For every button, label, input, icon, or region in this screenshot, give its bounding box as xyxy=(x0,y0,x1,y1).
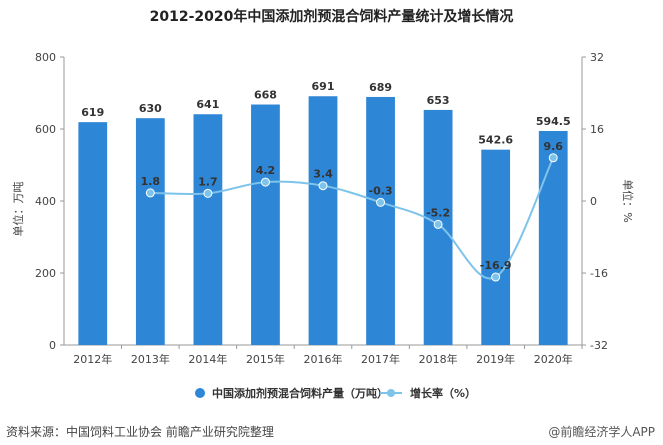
y-axis-title: 单位：万吨 xyxy=(11,182,25,237)
bar xyxy=(538,130,568,345)
growth-data-label: -5.2 xyxy=(426,206,450,219)
x-tick-label: 2017年 xyxy=(361,352,400,366)
x-tick-label: 2013年 xyxy=(131,352,170,366)
x-tick-label: 2019年 xyxy=(476,352,515,366)
watermark-text: @前瞻经济学人APP xyxy=(548,425,655,439)
y-tick-label: 600 xyxy=(35,123,56,136)
growth-data-label: -0.3 xyxy=(369,184,393,197)
bar-data-label: 668 xyxy=(254,89,277,102)
growth-point xyxy=(203,188,213,198)
y-tick-label: 800 xyxy=(35,51,56,64)
x-tick-label: 2020年 xyxy=(534,352,573,366)
y2-tick-label: 16 xyxy=(590,123,604,136)
legend-line-label: 增长率（%） xyxy=(410,386,476,400)
bar-data-label: 594.5 xyxy=(536,115,571,128)
growth-point xyxy=(145,188,155,198)
growth-point xyxy=(318,181,328,191)
y2-tick-label: -16 xyxy=(590,267,608,280)
x-tick-label: 2016年 xyxy=(304,352,343,366)
y2-axis-title: 单位：% xyxy=(621,179,635,222)
x-tick-label: 2018年 xyxy=(419,352,458,366)
growth-data-label: 4.2 xyxy=(256,164,276,177)
bar xyxy=(193,114,223,346)
x-tick-label: 2014年 xyxy=(188,352,227,366)
bar-data-label: 619 xyxy=(81,106,104,119)
bar xyxy=(135,118,165,345)
y2-tick-label: 32 xyxy=(590,51,604,64)
bar xyxy=(251,104,280,346)
x-tick-label: 2015年 xyxy=(246,352,285,366)
chart-title: 2012-2020年中国添加剂预混合饲料产量统计及增长情况 xyxy=(149,9,514,25)
growth-point xyxy=(376,197,386,207)
bar-data-label: 542.6 xyxy=(478,134,513,147)
bar-data-label: 689 xyxy=(369,81,392,94)
growth-data-label: 9.6 xyxy=(543,140,563,153)
y-tick-label: 400 xyxy=(35,195,56,208)
y-tick-label: 200 xyxy=(35,267,56,280)
bar-data-label: 641 xyxy=(196,98,219,111)
bar-data-label: 630 xyxy=(139,102,162,115)
bar xyxy=(481,149,511,345)
growth-data-label: 1.7 xyxy=(198,175,218,188)
legend-bar-swatch xyxy=(195,388,205,398)
growth-data-label: -16.9 xyxy=(480,259,512,272)
source-note: 资料来源：中国饲料工业协会 前瞻产业研究院整理 xyxy=(6,425,274,439)
growth-point xyxy=(491,272,501,282)
growth-point xyxy=(260,177,270,187)
y-tick-label: 0 xyxy=(49,339,56,352)
growth-data-label: 1.8 xyxy=(141,175,161,188)
bar xyxy=(366,96,395,346)
bar xyxy=(308,96,338,346)
bar-data-label: 691 xyxy=(312,80,335,93)
growth-data-label: 3.4 xyxy=(313,168,333,181)
y2-tick-label: -32 xyxy=(590,339,608,352)
legend-line-marker xyxy=(387,389,395,397)
y2-tick-label: 0 xyxy=(590,195,597,208)
growth-point xyxy=(548,153,558,163)
x-tick-label: 2012年 xyxy=(73,352,112,366)
bar xyxy=(78,122,108,345)
legend-bar-label: 中国添加剂预混合饲料产量（万吨） xyxy=(212,386,388,400)
bar-data-label: 653 xyxy=(427,94,450,107)
growth-point xyxy=(433,219,443,229)
